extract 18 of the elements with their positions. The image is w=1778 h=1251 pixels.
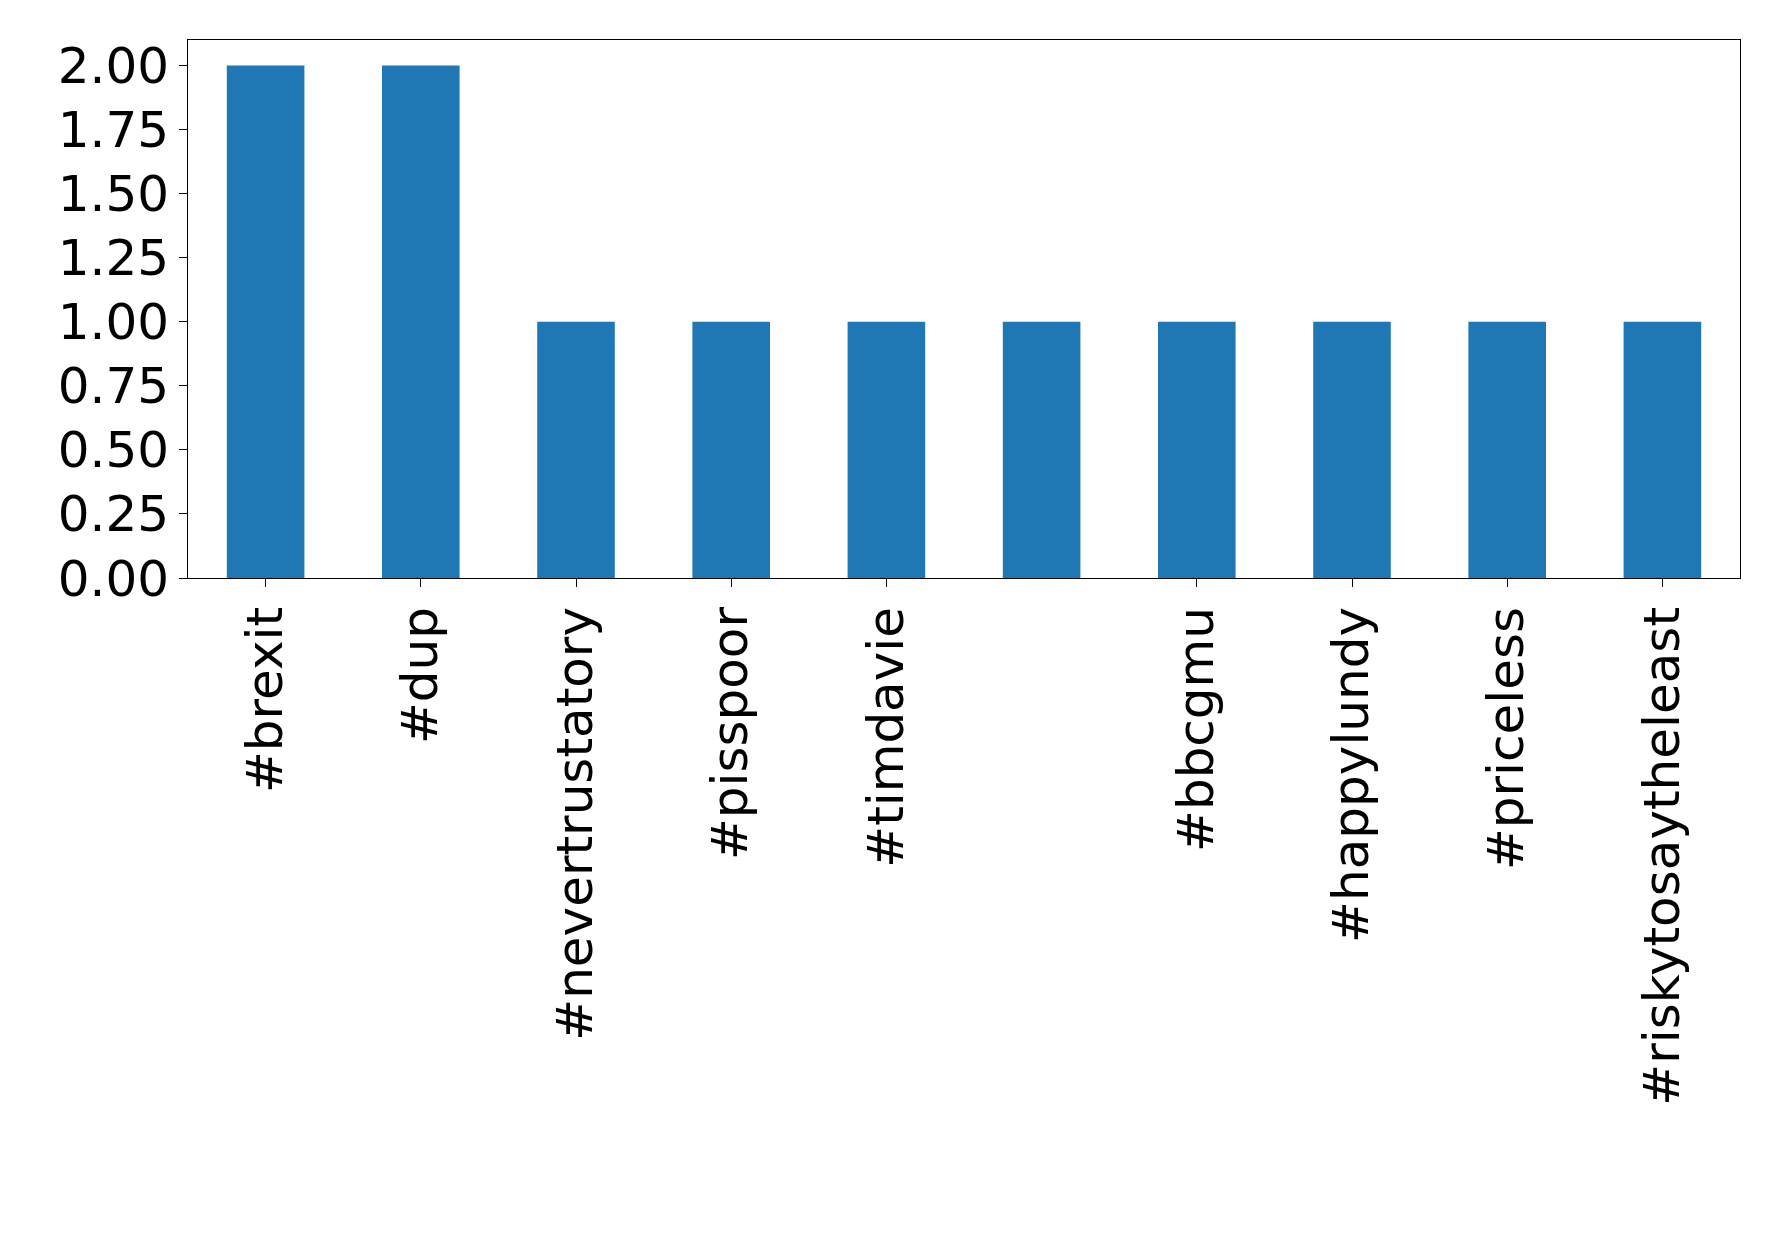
y-tick-label: 1.25 <box>57 229 169 288</box>
x-tick-label: #bbcgmu <box>1167 607 1226 852</box>
y-tick-label: 0.00 <box>57 549 169 608</box>
y-tick-label: 1.50 <box>57 165 169 224</box>
x-tick-label: #brexit <box>235 607 294 794</box>
y-tick-label: 0.50 <box>57 421 169 480</box>
y-tick-label: 2.00 <box>57 37 169 96</box>
x-tick-label: #dup <box>391 607 450 745</box>
y-tick-label: 0.75 <box>57 357 169 416</box>
x-tick-label: #priceless <box>1477 607 1536 871</box>
y-tick-label: 0.25 <box>57 485 169 544</box>
y-tick-label: 1.75 <box>57 101 169 160</box>
y-tick-label: 1.00 <box>57 293 169 352</box>
x-tick-label: #pisspoor <box>701 606 760 861</box>
x-tick-label: #happylundy <box>1322 607 1381 943</box>
x-tick-label: #nevertrustatory <box>546 607 605 1041</box>
x-tick-label: #timdavie <box>856 607 915 868</box>
x-tick-label: #riskytosaytheleast <box>1632 607 1691 1106</box>
